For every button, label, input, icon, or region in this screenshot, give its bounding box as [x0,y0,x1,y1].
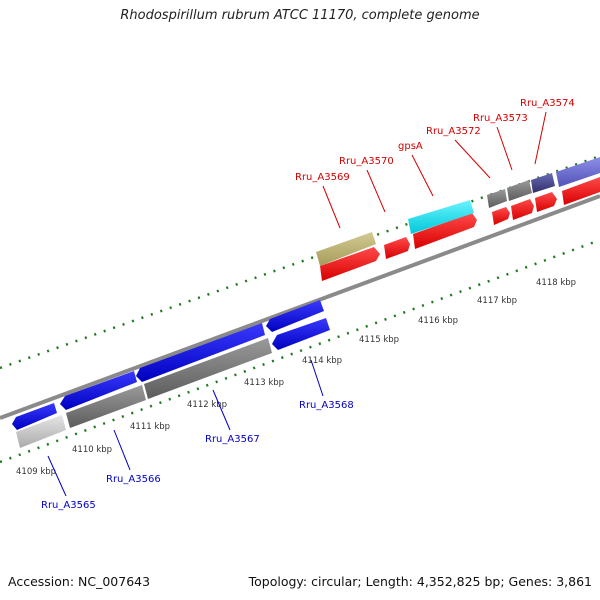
kbp-label: 4118 kbp [536,278,576,288]
kbp-label: 4112 kbp [187,400,227,410]
gene-label[interactable]: Rru_A3567 [205,434,260,445]
gene-arrow-blue[interactable] [12,403,57,430]
gene-box-gray[interactable] [507,180,532,201]
gene-arrow-blue[interactable] [266,300,324,332]
kbp-label: 4114 kbp [302,356,342,366]
gene-leader-line [47,455,67,497]
gene-leader-lines [47,111,547,497]
gene-leader-line [310,359,324,397]
gene-box-gray[interactable] [144,338,272,399]
gene-box-cyan[interactable] [408,200,474,234]
gene-label[interactable]: Rru_A3566 [106,474,161,485]
gene-label[interactable]: Rru_A3568 [299,400,354,411]
kbp-scale-labels: 4109 kbp 4110 kbp 4111 kbp 4112 kbp 4113 kbp… [16,278,576,477]
gene-leader-line [411,154,434,197]
gene-box-gray[interactable] [66,385,146,428]
gene-box-gray[interactable] [487,189,507,208]
reverse-tick-track [0,238,600,464]
kbp-label: 4113 kbp [244,378,284,388]
gene-leader-line [366,169,386,213]
kbp-label: 4115 kbp [359,335,399,345]
gene-label[interactable]: Rru_A3570 [339,156,394,167]
gene-box-lightgray[interactable] [16,415,66,448]
kbp-label: 4111 kbp [130,422,170,432]
gene-arrow-blue[interactable] [136,323,265,382]
gene-arrow-red[interactable] [511,199,534,220]
gene-arrow-blue[interactable] [272,318,330,350]
gene-arrow-red[interactable] [413,213,477,249]
genome-summary-text: Topology: circular; Length: 4,352,825 bp… [248,574,592,589]
gene-leader-line [113,429,131,471]
gene-label[interactable]: Rru_A3565 [41,500,96,511]
kbp-label: 4110 kbp [72,445,112,455]
gene-arrow-red[interactable] [384,237,410,259]
gene-leader-line [454,139,491,179]
kbp-label: 4109 kbp [16,467,56,477]
gene-leader-line [322,185,341,229]
gene-leader-line [534,111,547,165]
gene-leader-line [496,126,513,171]
gene-box-purple[interactable] [556,157,600,187]
genome-backbone [0,194,600,420]
gene-arrow-red[interactable] [535,192,557,212]
gene-label[interactable]: gpsA [398,141,423,152]
gene-leader-line [212,389,231,431]
accession-text: Accession: NC_007643 [8,574,151,589]
gene-box-navy[interactable] [531,173,555,193]
gene-arrow-red[interactable] [562,177,600,205]
gene-label[interactable]: Rru_A3572 [426,126,481,137]
gene-label[interactable]: Rru_A3569 [295,172,350,183]
gene-arrow-blue[interactable] [60,371,137,410]
gene-label[interactable]: Rru_A3574 [520,98,575,109]
gene-box-olive[interactable] [316,232,376,266]
gene-label[interactable]: Rru_A3573 [473,113,528,124]
kbp-label: 4116 kbp [418,316,458,326]
genome-title: Rhodospirillum rubrum ATCC 11170, comple… [120,8,480,23]
gene-arrow-red[interactable] [320,247,380,281]
kbp-label: 4117 kbp [477,296,517,306]
gene-arrow-red[interactable] [492,207,510,225]
